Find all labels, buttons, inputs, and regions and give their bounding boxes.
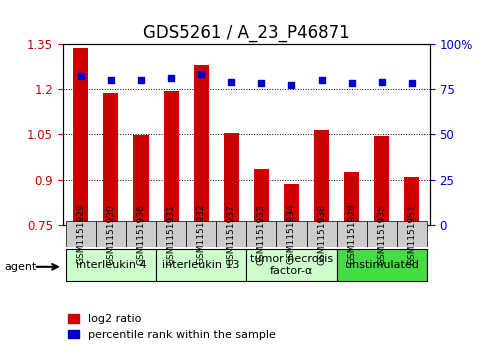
Title: GDS5261 / A_23_P46871: GDS5261 / A_23_P46871 [143, 24, 350, 42]
Point [77, 73, 85, 79]
Text: GSM1151937: GSM1151937 [227, 204, 236, 265]
Point [348, 81, 355, 86]
FancyBboxPatch shape [66, 249, 156, 281]
Text: GSM1151928: GSM1151928 [347, 204, 356, 265]
Point [408, 81, 416, 86]
Text: GSM1151932: GSM1151932 [197, 204, 206, 265]
Text: GSM1151935: GSM1151935 [377, 204, 386, 265]
Bar [254, 169, 269, 363]
Point [287, 82, 295, 88]
Text: GSM1151931: GSM1151931 [167, 204, 176, 265]
FancyBboxPatch shape [216, 221, 246, 247]
FancyBboxPatch shape [276, 221, 307, 247]
Text: GSM1151936: GSM1151936 [137, 204, 145, 265]
Text: GSM1151951: GSM1151951 [407, 204, 416, 265]
FancyBboxPatch shape [337, 221, 367, 247]
FancyBboxPatch shape [186, 221, 216, 247]
Legend: log2 ratio, percentile rank within the sample: log2 ratio, percentile rank within the s… [69, 314, 276, 340]
Bar [103, 93, 118, 363]
Point [107, 77, 115, 83]
Point [257, 81, 265, 86]
FancyBboxPatch shape [246, 221, 276, 247]
Point [167, 75, 175, 81]
Bar [374, 136, 389, 363]
FancyBboxPatch shape [307, 221, 337, 247]
FancyBboxPatch shape [246, 249, 337, 281]
Point [137, 77, 145, 83]
Text: unstimulated: unstimulated [345, 260, 419, 270]
Text: GSM1151929: GSM1151929 [76, 204, 85, 265]
Bar [404, 177, 419, 363]
FancyBboxPatch shape [156, 249, 246, 281]
FancyBboxPatch shape [126, 221, 156, 247]
Point [318, 77, 326, 83]
Text: GSM1151930: GSM1151930 [106, 204, 115, 265]
FancyBboxPatch shape [96, 221, 126, 247]
Text: tumor necrosis
factor-α: tumor necrosis factor-α [250, 254, 333, 276]
Bar [73, 48, 88, 363]
Bar [284, 184, 299, 363]
Point [198, 72, 205, 77]
Text: interleukin 13: interleukin 13 [162, 260, 240, 270]
FancyBboxPatch shape [397, 221, 427, 247]
Bar [133, 135, 149, 363]
Point [378, 79, 385, 85]
FancyBboxPatch shape [66, 221, 96, 247]
FancyBboxPatch shape [337, 249, 427, 281]
Text: GSM1151938: GSM1151938 [317, 204, 326, 265]
FancyBboxPatch shape [367, 221, 397, 247]
Text: interleukin 4: interleukin 4 [76, 260, 146, 270]
Bar [314, 130, 329, 363]
Bar [344, 172, 359, 363]
Bar [224, 133, 239, 363]
Text: GSM1151934: GSM1151934 [287, 204, 296, 265]
Point [227, 79, 235, 85]
Bar [164, 91, 179, 363]
Bar [194, 65, 209, 363]
FancyBboxPatch shape [156, 221, 186, 247]
Text: GSM1151933: GSM1151933 [257, 204, 266, 265]
Text: agent: agent [5, 262, 37, 272]
